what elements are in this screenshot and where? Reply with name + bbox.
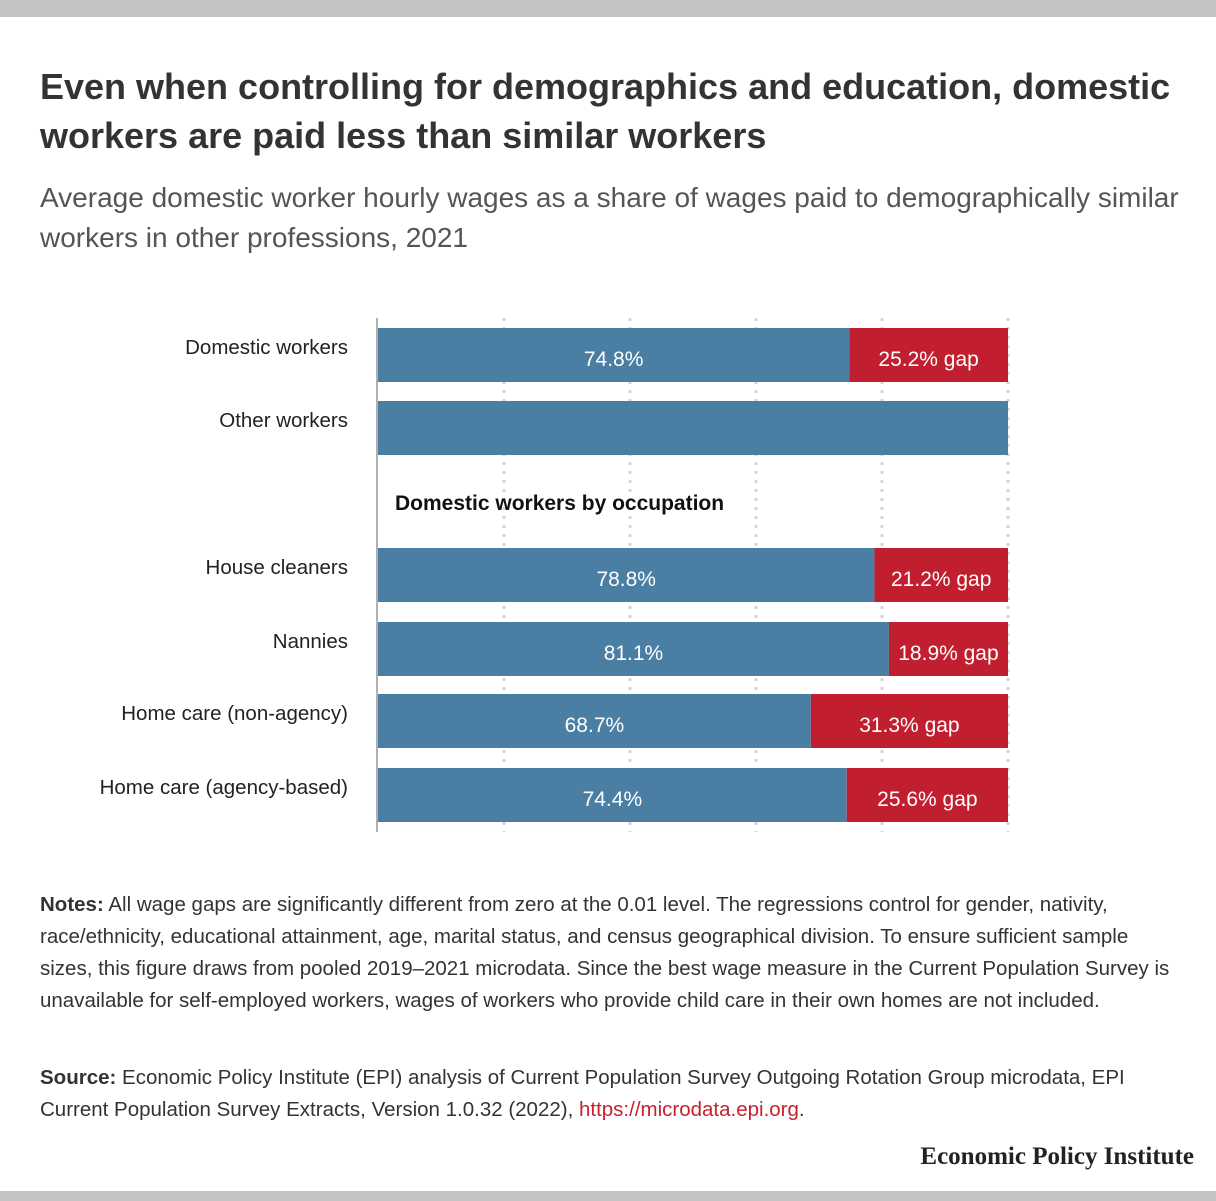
share-value-label: 74.4%: [583, 788, 643, 811]
share-value-label: 68.7%: [565, 714, 625, 737]
gap-value-label: 31.3% gap: [859, 714, 959, 737]
bar-chart: Domestic workers by occupation Domestic w…: [100, 318, 1010, 832]
gap-value-label: 18.9% gap: [898, 642, 998, 665]
category-label: Domestic workers: [185, 336, 348, 359]
gap-value-label: 25.2% gap: [878, 348, 978, 371]
source-end: .: [798, 1098, 805, 1121]
share-value-label: 81.1%: [604, 642, 664, 665]
gap-bar: [849, 328, 1008, 382]
gap-bar: [874, 548, 1008, 602]
chart-title: Even when controlling for demographics a…: [40, 66, 1171, 156]
category-label: House cleaners: [206, 556, 348, 579]
share-bar: [378, 622, 889, 676]
share-bar: [378, 694, 811, 748]
share-bar: [378, 548, 875, 602]
gap-value-label: 25.6% gap: [877, 788, 977, 811]
gap-value-label: 21.2% gap: [891, 568, 991, 591]
gap-bar: [846, 768, 1008, 822]
gap-bar: [810, 694, 1008, 748]
share-value-label: 78.8%: [596, 568, 656, 591]
category-label: Home care (agency-based): [100, 776, 348, 799]
notes-text: All wage gaps are significantly differen…: [40, 893, 1170, 1012]
share-value-label: 74.8%: [584, 348, 644, 371]
top-border: [0, 0, 1216, 17]
notes-label: Notes:: [40, 893, 104, 916]
source: Source: Economic Policy Institute (EPI) …: [40, 1062, 1190, 1126]
share-bar: [378, 768, 847, 822]
gap-bar: [888, 622, 1008, 676]
source-link[interactable]: https://microdata.epi.org: [578, 1098, 799, 1121]
epi-logo-text: Economic Policy Institute: [920, 1143, 1194, 1170]
source-label: Source:: [40, 1066, 117, 1089]
group-heading: Domestic workers by occupation: [395, 492, 724, 515]
category-label: Other workers: [219, 409, 348, 432]
chart-subtitle: Average domestic worker hourly wages as …: [40, 182, 1179, 253]
source-text: Economic Policy Institute (EPI) analysis…: [40, 1066, 1125, 1121]
bottom-border: [0, 1191, 1216, 1201]
category-label: Nannies: [273, 630, 348, 653]
category-label: Home care (non-agency): [121, 702, 348, 725]
share-bar: [378, 401, 1008, 455]
share-bar: [378, 328, 850, 382]
notes: Notes: All wage gaps are significantly d…: [40, 889, 1180, 1017]
